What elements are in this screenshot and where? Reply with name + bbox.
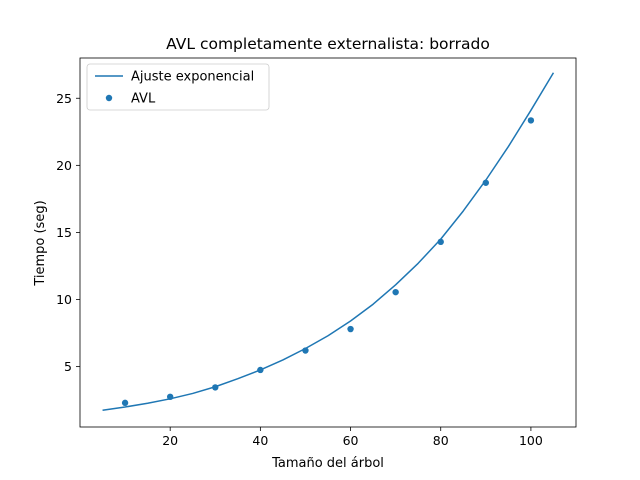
x-tick-label: 60	[343, 433, 359, 448]
x-tick-label: 80	[433, 433, 449, 448]
axes-frame	[79, 57, 577, 428]
y-tick-label: 20	[56, 158, 72, 173]
y-tick-label: 25	[56, 91, 72, 106]
data-point	[212, 384, 219, 391]
x-tick-label: 40	[252, 433, 268, 448]
y-tick-label: 10	[56, 292, 72, 307]
chart-title: AVL completamente externalista: borrado	[166, 35, 490, 53]
legend-box	[86, 63, 270, 111]
data-point	[121, 399, 129, 407]
plot-area: 20 40 60 80 100 5 10 15 20 25	[56, 57, 577, 448]
y-tick-label: 5	[64, 359, 72, 374]
data-point	[166, 393, 174, 401]
data-point	[347, 325, 354, 333]
data-point	[437, 238, 444, 246]
data-point	[392, 288, 399, 296]
x-tick-label: 20	[162, 433, 178, 448]
data-point	[302, 347, 309, 354]
data-point	[257, 366, 264, 374]
series-line-fit	[102, 72, 555, 411]
x-axis-label: Tamaño del árbol	[271, 456, 384, 471]
legend-label: Ajuste exponencial	[131, 70, 254, 85]
data-point	[527, 117, 535, 124]
legend: Ajuste exponencial AVL	[86, 63, 270, 111]
x-tick-label: 100	[519, 433, 543, 448]
y-axis-label: Tiempo (seg)	[33, 200, 48, 286]
data-point	[482, 179, 490, 186]
y-tick-label: 15	[56, 225, 72, 240]
legend-swatch-marker	[105, 94, 113, 102]
legend-label: AVL	[131, 92, 156, 107]
